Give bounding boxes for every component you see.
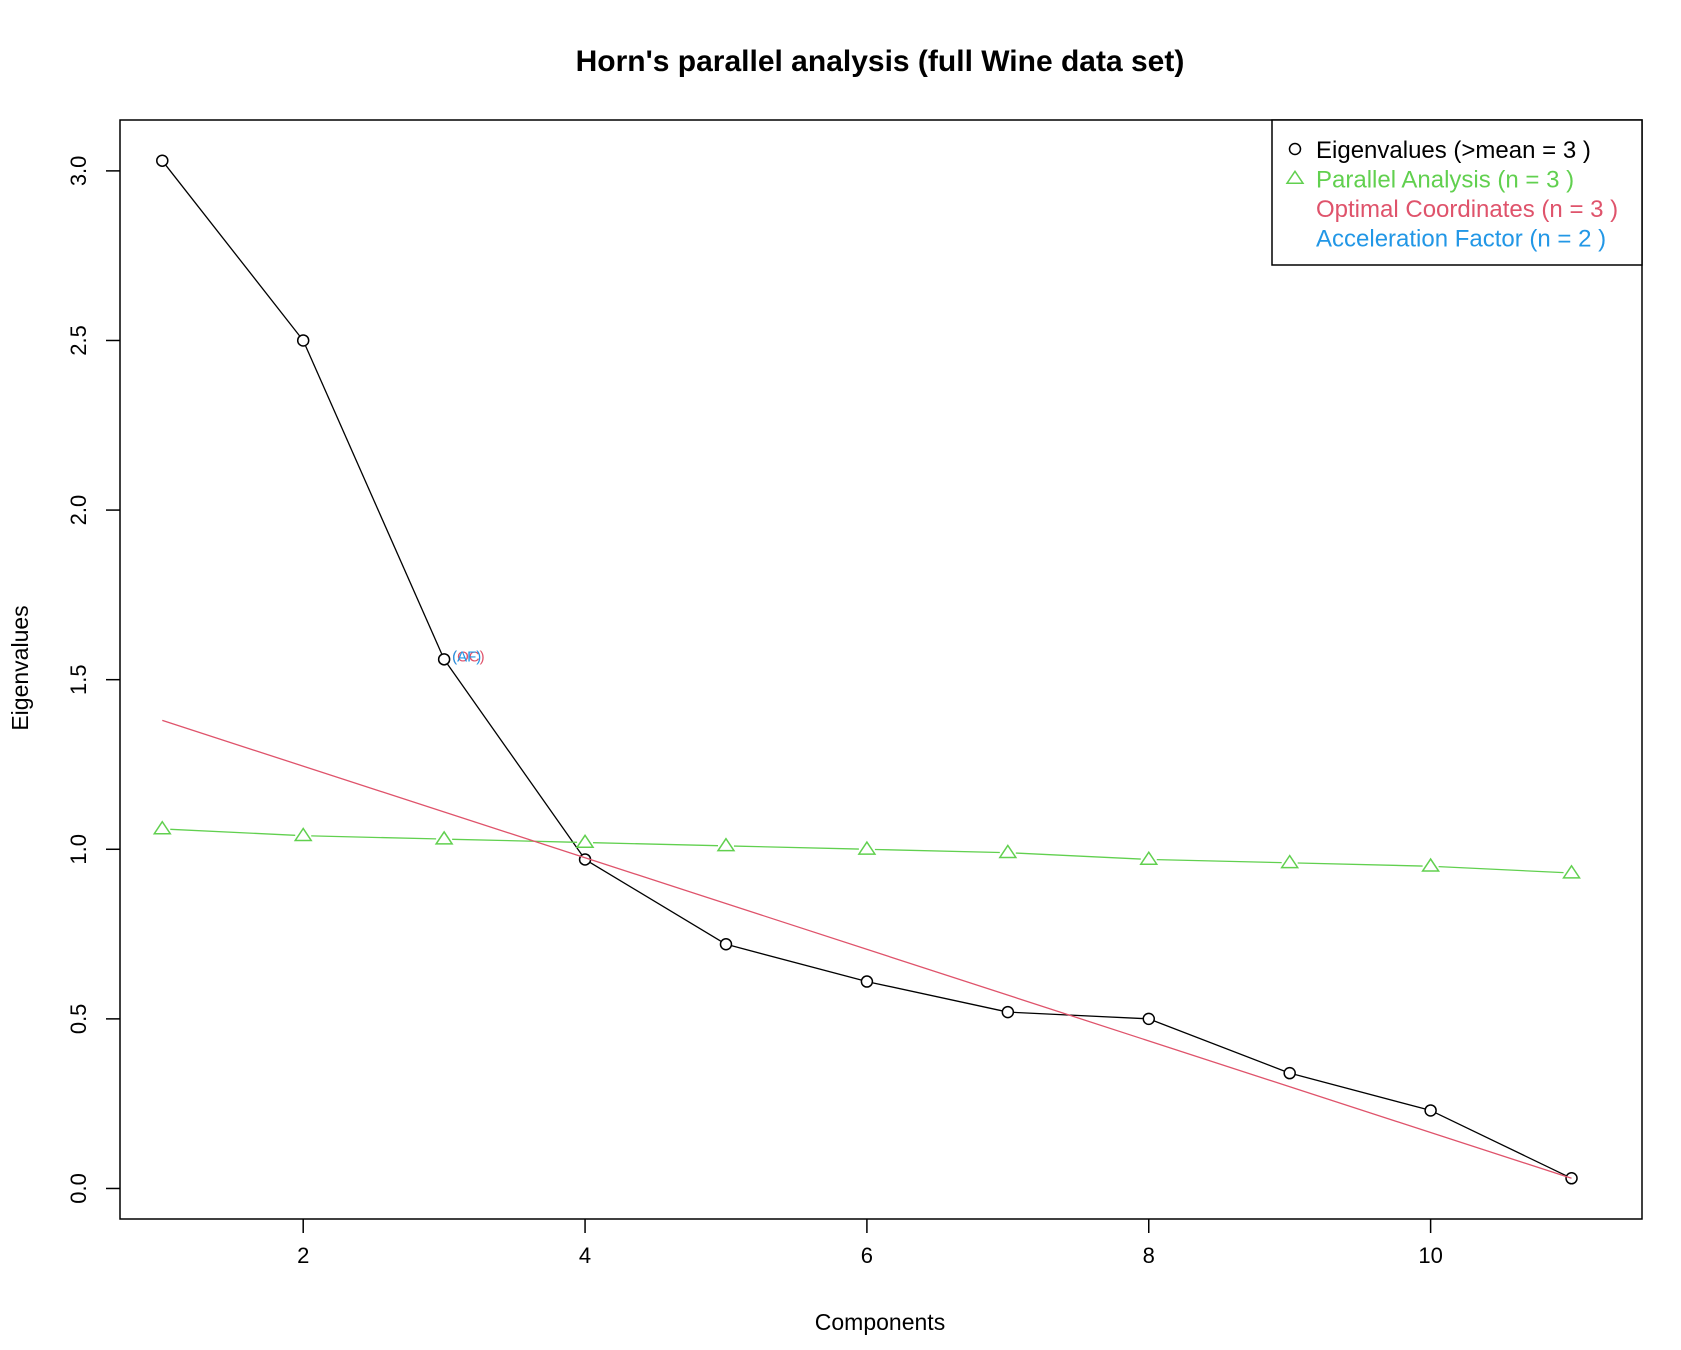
data-point — [1283, 1066, 1296, 1080]
series-line-segment — [1013, 1011, 1143, 1020]
x-tick-label: 8 — [1143, 1243, 1155, 1268]
y-tick-label: 2.0 — [66, 495, 91, 526]
data-point — [1288, 142, 1302, 156]
series-line-segment — [874, 848, 1000, 854]
x-axis-label: Components — [815, 1309, 945, 1335]
series-line-segment — [872, 982, 1003, 1012]
data-point — [860, 975, 874, 988]
data-point — [1424, 1104, 1437, 1117]
series-line-segment — [162, 719, 1572, 1179]
series-2 — [162, 719, 1572, 1179]
data-point — [1421, 857, 1441, 872]
series-line-segment — [447, 663, 583, 855]
data-point — [998, 844, 1018, 859]
series-line-segment — [1435, 1112, 1567, 1177]
series-line-segment — [1015, 852, 1141, 860]
x-tick-label: 10 — [1418, 1243, 1442, 1268]
legend-entry-0: Eigenvalues (>mean = 3 ) — [1316, 137, 1591, 164]
y-tick-label: 1.0 — [66, 834, 91, 865]
data-point — [1280, 854, 1300, 869]
data-point — [1285, 169, 1305, 185]
legend-entry-1: Parallel Analysis (n = 3 ) — [1316, 167, 1574, 194]
plot-frame — [119, 119, 1643, 1220]
data-point — [1139, 850, 1159, 866]
series-line-segment — [1438, 865, 1564, 874]
x-tick-label: 6 — [861, 1243, 873, 1268]
annotation-layer: (OC)(AF) — [452, 648, 485, 665]
y-tick-label: 1.5 — [66, 664, 91, 695]
data-point — [296, 334, 310, 347]
series-line-segment — [170, 828, 296, 836]
series-1 — [152, 820, 1581, 879]
annotation-label: (OC) — [452, 648, 485, 665]
y-tick-label: 0.0 — [66, 1173, 91, 1204]
series-line-segment — [165, 165, 301, 337]
y-axis: 0.0 0.5 1.0 1.5 2.0 2.5 3.0 — [66, 156, 120, 1204]
series-0 — [156, 154, 1578, 1185]
legend-box — [1271, 119, 1643, 266]
annotation-label: (AF) — [452, 648, 481, 665]
data-point — [857, 840, 877, 855]
series-line-segment — [305, 345, 443, 655]
x-tick-label: 4 — [579, 1243, 591, 1268]
series-line-segment — [589, 861, 722, 942]
data-point — [1562, 864, 1581, 879]
series-line-segment — [593, 842, 718, 847]
series-line-segment — [733, 845, 859, 850]
data-point — [716, 837, 736, 852]
series-line-segment — [311, 835, 437, 840]
data-point — [152, 820, 172, 835]
legend-entry-2: Optimal Coordinates (n = 3 ) — [1316, 196, 1618, 223]
y-tick-label: 2.5 — [66, 325, 91, 356]
data-point — [1001, 1005, 1015, 1019]
data-point — [434, 830, 454, 845]
data-point — [1565, 1172, 1578, 1185]
series-line-segment — [1154, 1020, 1285, 1072]
data-point — [437, 653, 451, 666]
series-line-segment — [1297, 862, 1423, 867]
data-point — [293, 827, 313, 842]
data-point — [1142, 1012, 1156, 1026]
series-line-segment — [731, 945, 862, 981]
chart-title: Horn's parallel analysis (full Wine data… — [576, 45, 1185, 78]
data-point — [719, 938, 733, 951]
y-tick-label: 0.5 — [66, 1004, 91, 1035]
legend: Eigenvalues (>mean = 3 ) Parallel Analysi… — [1271, 119, 1643, 266]
series-layer — [152, 154, 1581, 1185]
series-line-segment — [1156, 858, 1282, 864]
series-line-segment — [452, 838, 578, 843]
series-line-segment — [1295, 1074, 1425, 1110]
legend-entry-3: Acceleration Factor (n = 2 ) — [1316, 226, 1606, 253]
x-tick-label: 2 — [297, 1243, 309, 1268]
data-point — [156, 154, 169, 167]
y-tick-label: 3.0 — [66, 156, 91, 187]
y-axis-label: Eigenvalues — [7, 605, 33, 730]
x-axis: 2 4 6 8 10 — [297, 1219, 1443, 1268]
data-point — [575, 833, 595, 849]
